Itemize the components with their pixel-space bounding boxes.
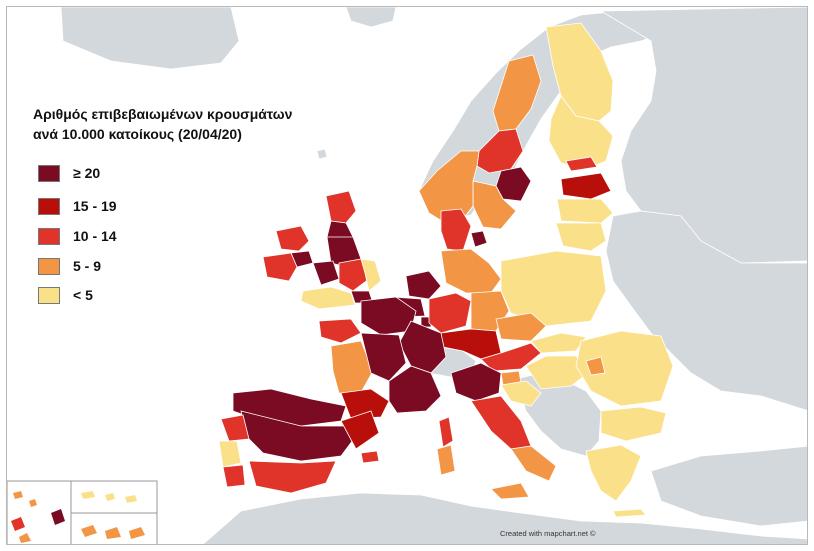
legend-swatch xyxy=(38,287,60,304)
portugal-center xyxy=(218,440,242,468)
germany-north xyxy=(440,248,502,294)
legend-title-line2: ανά 10.000 κατοίκους (20/04/20) xyxy=(33,126,242,142)
iceland-greenland-area xyxy=(60,7,240,70)
bulgaria xyxy=(600,406,667,442)
netherlands xyxy=(405,270,442,300)
guadeloupe-islands xyxy=(19,533,31,543)
legend-title: Αριθμός επιβεβαιωμένων κρουσμάτων ανά 10… xyxy=(33,104,323,144)
canary-islands xyxy=(81,525,145,539)
midlands xyxy=(338,258,370,292)
legend-label: ≥ 20 xyxy=(73,165,101,181)
north-africa xyxy=(202,492,807,544)
norway-data xyxy=(418,150,480,224)
ireland-north xyxy=(275,225,310,252)
italy-north xyxy=(450,362,502,402)
non-data-land xyxy=(60,7,807,544)
lithuania xyxy=(555,222,607,252)
map-frame xyxy=(6,6,808,545)
corsica xyxy=(438,416,454,448)
slovakia xyxy=(530,332,587,354)
italy-south xyxy=(510,445,557,482)
finland-north xyxy=(545,22,614,122)
latvia xyxy=(556,198,614,224)
belarus-ukraine xyxy=(605,210,807,411)
balearic xyxy=(360,450,380,464)
legend-swatch xyxy=(38,198,60,215)
ireland-south xyxy=(262,252,298,282)
faroe-small xyxy=(316,148,328,160)
france-center xyxy=(360,332,407,382)
spain-east xyxy=(340,410,380,450)
portugal-south xyxy=(222,464,246,488)
legend-swatch xyxy=(38,165,60,182)
south-west-england xyxy=(300,286,356,310)
czechia xyxy=(495,312,547,342)
azores-islands xyxy=(13,491,37,507)
finland-helsinki xyxy=(565,156,598,172)
legend-swatch xyxy=(38,258,60,275)
legend-label: 5 - 9 xyxy=(73,258,102,274)
reunion-island xyxy=(51,509,65,525)
europe-map xyxy=(7,7,807,544)
mapchart-credit: Created with mapchart.net © xyxy=(500,529,596,538)
luxembourg xyxy=(420,316,432,328)
legend-swatch xyxy=(38,228,60,245)
turkey xyxy=(650,445,807,527)
estonia xyxy=(560,172,612,200)
legend-label: 10 - 14 xyxy=(73,228,117,244)
legend-title-line1: Αριθμός επιβεβαιωμένων κρουσμάτων xyxy=(33,106,293,122)
sweden-south xyxy=(472,180,517,230)
poland xyxy=(500,250,607,327)
wales xyxy=(312,260,340,286)
romania xyxy=(575,330,674,407)
france-brittany xyxy=(318,318,362,344)
sweden-mid xyxy=(476,128,524,174)
sicily xyxy=(490,482,530,500)
map-insets xyxy=(7,480,158,544)
data-regions xyxy=(218,22,674,518)
spain-south xyxy=(248,460,337,494)
france-south-west xyxy=(340,388,390,420)
russia-north xyxy=(599,7,807,264)
scotland-north xyxy=(325,190,357,224)
germany-west xyxy=(428,292,472,334)
portugal-north xyxy=(220,414,250,442)
croatia xyxy=(500,380,542,407)
france-south-east xyxy=(388,365,442,414)
spain-center xyxy=(240,410,357,462)
greece xyxy=(585,444,642,502)
sardinia xyxy=(436,444,456,476)
legend-label: < 5 xyxy=(73,287,93,303)
madeira-islands xyxy=(11,517,25,531)
svalbard-islands xyxy=(345,7,397,28)
small-islands-top xyxy=(81,491,137,503)
denmark-island xyxy=(470,230,488,248)
east-england xyxy=(360,258,382,292)
romania-west xyxy=(585,356,606,376)
crete xyxy=(612,508,647,518)
legend-label: 15 - 19 xyxy=(73,198,117,214)
